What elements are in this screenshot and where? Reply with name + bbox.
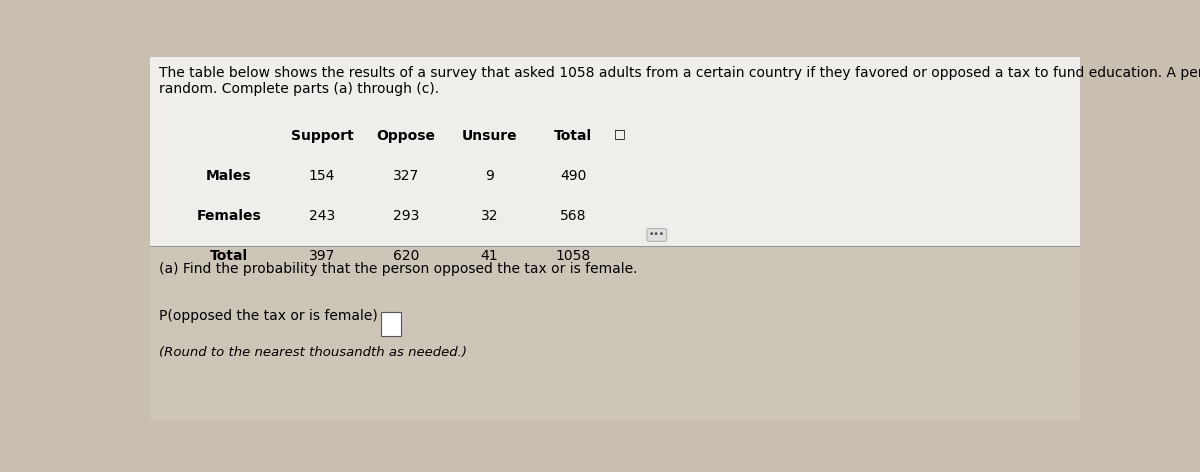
Bar <box>150 245 1080 420</box>
Text: □: □ <box>613 127 625 141</box>
Text: 490: 490 <box>560 169 587 183</box>
Text: Total: Total <box>554 129 593 143</box>
Text: 41: 41 <box>481 249 498 263</box>
Text: 9: 9 <box>485 169 494 183</box>
Text: 397: 397 <box>308 249 335 263</box>
Text: Females: Females <box>197 209 262 223</box>
Text: 32: 32 <box>481 209 498 223</box>
Text: 1058: 1058 <box>556 249 590 263</box>
Text: (a) Find the probability that the person opposed the tax or is female.: (a) Find the probability that the person… <box>160 262 638 276</box>
Text: 620: 620 <box>392 249 419 263</box>
Text: 568: 568 <box>560 209 587 223</box>
Text: 293: 293 <box>392 209 419 223</box>
Text: 327: 327 <box>392 169 419 183</box>
Text: •••: ••• <box>649 230 665 239</box>
Text: random. Complete parts (a) through (c).: random. Complete parts (a) through (c). <box>160 82 439 96</box>
Text: Total: Total <box>210 249 248 263</box>
Text: Unsure: Unsure <box>462 129 517 143</box>
Text: Oppose: Oppose <box>377 129 436 143</box>
Text: Support: Support <box>290 129 354 143</box>
Bar <box>380 312 401 337</box>
Text: P(opposed the tax or is female) =: P(opposed the tax or is female) = <box>160 309 394 323</box>
Text: Males: Males <box>206 169 252 183</box>
Bar <box>150 57 1080 245</box>
Text: 243: 243 <box>308 209 335 223</box>
Text: The table below shows the results of a survey that asked 1058 adults from a cert: The table below shows the results of a s… <box>160 66 1200 80</box>
Text: 154: 154 <box>308 169 335 183</box>
Text: (Round to the nearest thousandth as needed.): (Round to the nearest thousandth as need… <box>160 346 467 359</box>
